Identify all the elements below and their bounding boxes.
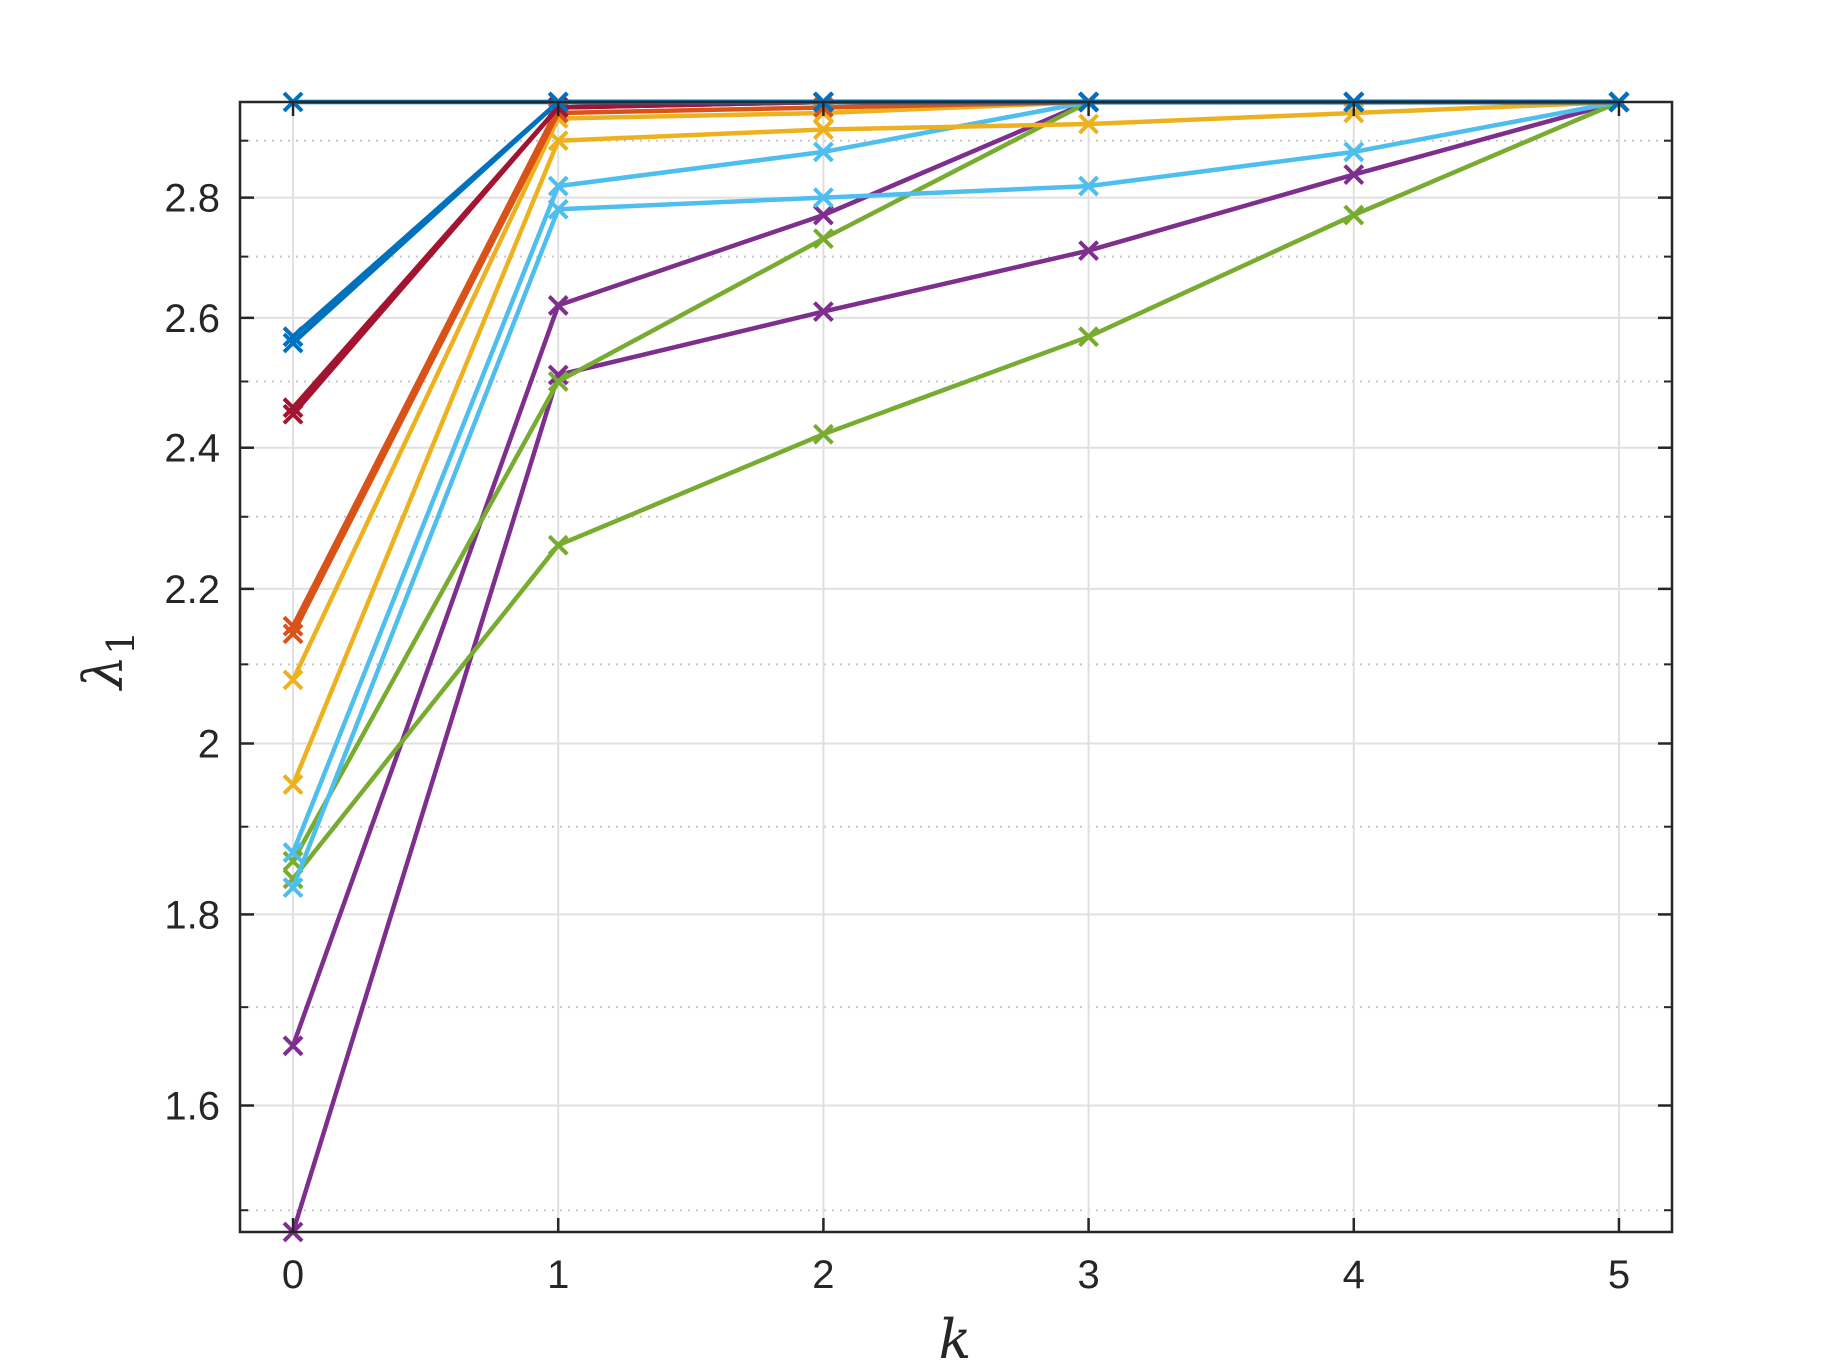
y-tick-label: 1.6 <box>164 1085 220 1129</box>
marker-stroke <box>812 423 834 445</box>
plot-area-border <box>238 100 1674 1234</box>
y-axis-title-group: λ1 <box>72 631 143 691</box>
series-marker-5 <box>282 842 304 863</box>
series-marker-4 <box>1343 141 1365 163</box>
y-tick-label: 2 <box>198 723 220 767</box>
series-marker-0 <box>812 301 834 323</box>
marker-stroke <box>282 1035 304 1057</box>
y-tick-label: 2.2 <box>164 568 220 612</box>
series-marker-10 <box>282 403 304 425</box>
marker-stroke <box>547 534 569 556</box>
marker-stroke <box>812 119 834 140</box>
series-line-0 <box>290 99 1620 1233</box>
series-marker-11 <box>282 397 304 419</box>
y-tick-label: 2.6 <box>164 297 220 341</box>
series-marker-3 <box>547 371 569 392</box>
marker-stroke <box>547 175 569 197</box>
marker-stroke <box>1078 240 1100 262</box>
marker-stroke <box>812 187 834 209</box>
marker-stroke <box>282 850 304 872</box>
minor-grid <box>240 139 1672 1212</box>
series-marker-5 <box>812 141 834 163</box>
marker-stroke <box>812 301 834 323</box>
x-tick-label: 1 <box>547 1253 569 1297</box>
marker-stroke <box>547 295 569 316</box>
marker-stroke <box>812 228 834 250</box>
marker-stroke <box>1343 141 1365 163</box>
y-axis-title-symbol: λ <box>72 655 135 691</box>
series-marker-5 <box>547 175 569 197</box>
marker-stroke <box>282 397 304 419</box>
series-marker-0 <box>1343 164 1365 186</box>
series-marker-4 <box>282 877 304 899</box>
series-marker-7 <box>282 669 304 691</box>
marker-stroke <box>1343 164 1365 186</box>
marker-stroke <box>1343 204 1365 226</box>
x-tick-label: 3 <box>1077 1253 1099 1297</box>
marker-stroke <box>282 842 304 863</box>
series-marker-3 <box>812 228 834 250</box>
series-marker-2 <box>547 534 569 556</box>
series-marker-1 <box>547 295 569 316</box>
series-marker-0 <box>1078 240 1100 262</box>
marker-stroke <box>812 141 834 163</box>
y-tick-label: 2.8 <box>164 177 220 221</box>
series-marker-6 <box>1078 113 1100 135</box>
y-tick-label: 1.8 <box>164 893 220 937</box>
series-marker-4 <box>1078 175 1100 197</box>
series-marker-13 <box>282 326 304 348</box>
marker-stroke <box>282 669 304 691</box>
series-line-2 <box>291 99 1620 881</box>
series-marker-6 <box>282 774 304 795</box>
x-axis-title: k <box>939 1308 972 1370</box>
series-marker-1 <box>282 1035 304 1057</box>
series-marker-12 <box>282 332 304 354</box>
y-axis-ticks: 1.6 1.8 2 2.2 2.4 2.6 2.8 <box>164 139 1672 1212</box>
y-axis-title: λ1 <box>72 631 143 691</box>
marker-stroke <box>547 130 569 152</box>
x-tick-label: 5 <box>1608 1253 1630 1297</box>
marker-stroke <box>547 364 569 386</box>
marker-stroke <box>282 326 304 348</box>
marker-stroke <box>547 198 569 220</box>
axes-box <box>238 100 1674 1234</box>
series-marker-0 <box>547 364 569 386</box>
marker-stroke <box>812 204 834 226</box>
marker-stroke <box>282 332 304 354</box>
series-line-4 <box>290 99 1620 889</box>
marker-stroke <box>282 774 304 795</box>
series-marker-8 <box>282 623 304 645</box>
x-axis-ticks: 0 1 2 3 4 5 <box>282 102 1630 1297</box>
x-tick-label: 4 <box>1343 1253 1365 1297</box>
series-line-6 <box>290 99 1620 786</box>
marker-stroke <box>282 623 304 645</box>
series-marker-2 <box>812 423 834 445</box>
major-grid <box>240 102 1672 1232</box>
y-axis-title-subscript: 1 <box>99 631 143 655</box>
x-tick-label: 0 <box>282 1253 304 1297</box>
series-marker-4 <box>812 187 834 209</box>
x-tick-label: 2 <box>812 1253 834 1297</box>
marker-stroke <box>282 877 304 899</box>
series-marker-1 <box>812 204 834 226</box>
marker-stroke <box>282 615 304 637</box>
series-marker-2 <box>1078 326 1100 348</box>
series-marker-9 <box>282 615 304 637</box>
marker-stroke <box>1078 113 1100 135</box>
marker-stroke <box>1078 326 1100 348</box>
y-tick-label: 2.4 <box>164 427 220 471</box>
marker-stroke <box>1078 175 1100 197</box>
marker-stroke <box>282 403 304 425</box>
marker-stroke <box>547 371 569 392</box>
series-marker-2 <box>1343 204 1365 226</box>
series-marker-6 <box>812 119 834 140</box>
